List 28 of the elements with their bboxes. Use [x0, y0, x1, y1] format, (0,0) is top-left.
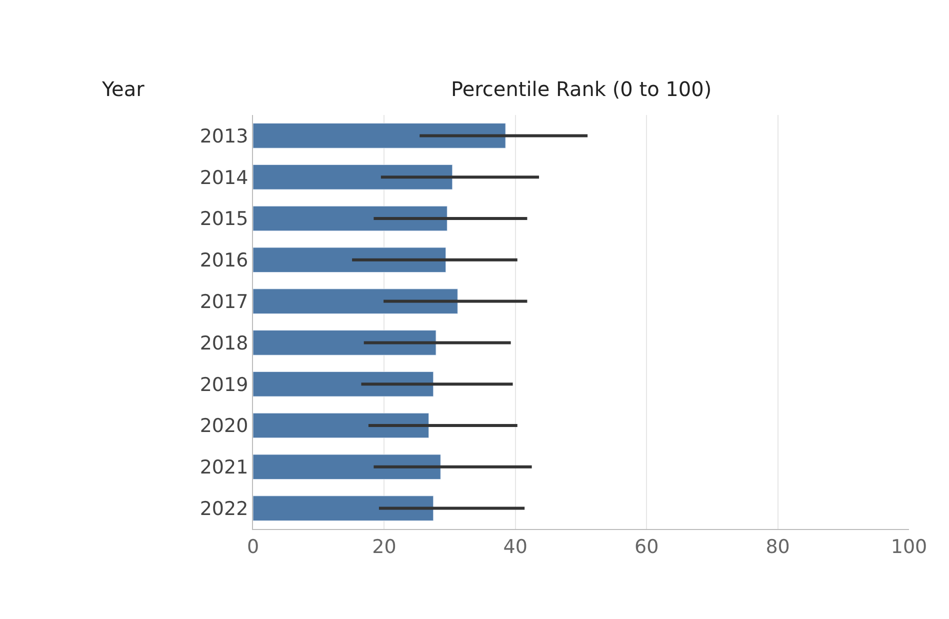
x-tick-label: 20 [372, 536, 396, 558]
x-axis-title: Percentile Rank (0 to 100) [451, 77, 712, 101]
bar [253, 330, 436, 356]
bar [253, 164, 453, 190]
bar [253, 371, 434, 397]
y-tick-label: 2020 [200, 415, 248, 438]
x-tick-label: 80 [766, 536, 790, 558]
bar [253, 412, 430, 438]
y-tick-label: 2014 [200, 166, 248, 189]
y-tick-label: 2013 [200, 125, 248, 148]
y-tick-label: 2017 [200, 290, 248, 313]
x-tick-label: 100 [890, 536, 928, 558]
bar [253, 123, 506, 148]
x-tick-label: 60 [634, 536, 659, 558]
x-tick-label: 0 [246, 536, 260, 558]
y-axis-title: Year [101, 77, 146, 101]
bar [253, 496, 434, 521]
bar [253, 288, 458, 314]
bar [253, 206, 448, 232]
bar [253, 247, 446, 273]
x-tick-label: 40 [503, 536, 528, 558]
y-tick-label: 2016 [200, 250, 248, 272]
bar [253, 454, 441, 480]
y-tick-label: 2015 [200, 208, 248, 230]
y-tick-label: 2019 [200, 374, 248, 396]
y-tick-label: 2022 [200, 498, 248, 520]
y-tick-label: 2021 [200, 456, 248, 479]
y-tick-label: 2018 [200, 332, 248, 354]
